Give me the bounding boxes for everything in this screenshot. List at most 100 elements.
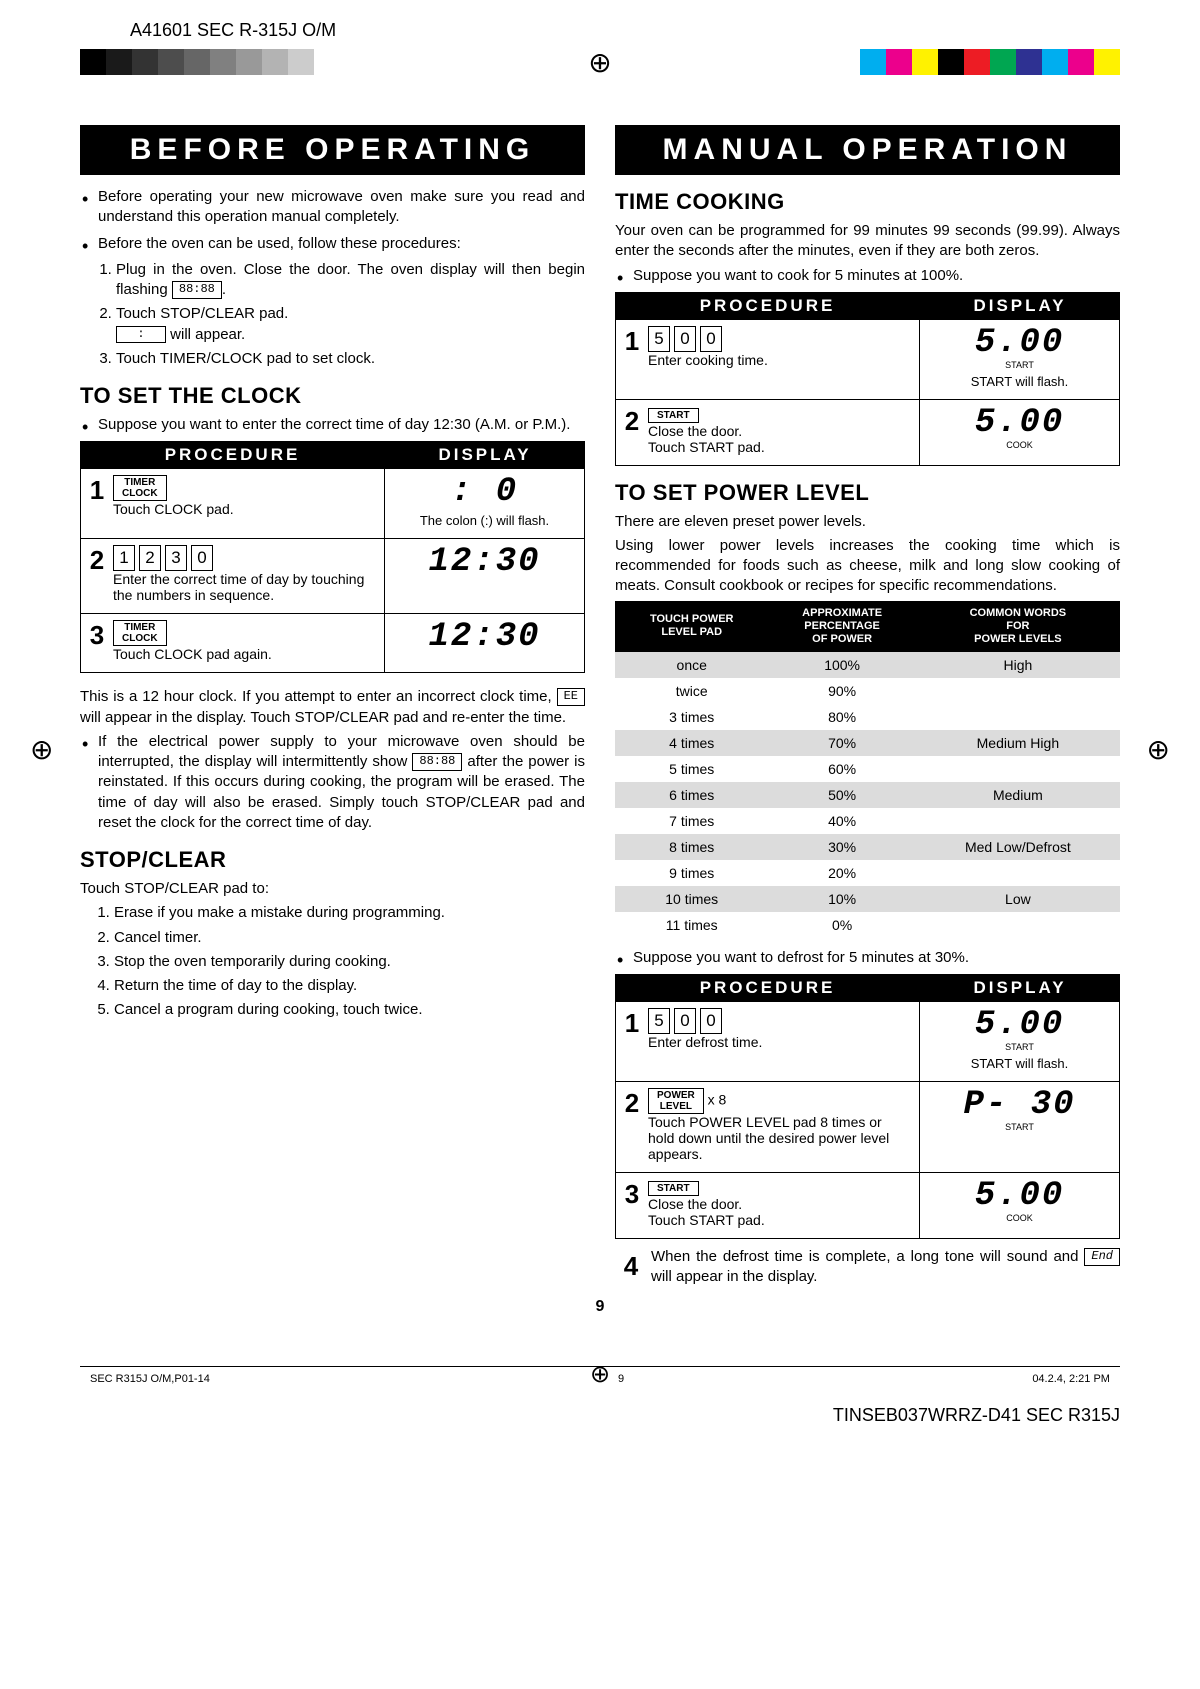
stop-item: Return the time of day to the display. (114, 976, 585, 996)
page-number: 9 (80, 1298, 1120, 1316)
color-swatch (262, 49, 288, 75)
step-text: Enter defrost time. (648, 1034, 762, 1050)
step-num: 3 (616, 1173, 648, 1238)
hdr-display: DISPLAY (920, 974, 1120, 1002)
step-action: POWERLEVEL x 8Touch POWER LEVEL pad 8 ti… (648, 1082, 919, 1172)
text: When the defrost time is complete, a lon… (651, 1248, 1079, 1265)
text: Before the oven can be used, follow thes… (98, 235, 461, 252)
power-row: 7 times40% (615, 808, 1120, 834)
power-cell (916, 912, 1120, 938)
hdr-display: DISPLAY (385, 441, 585, 469)
power-row: 8 times30%Med Low/Defrost (615, 834, 1120, 860)
power-header: COMMON WORDSFORPOWER LEVELS (916, 601, 1120, 653)
title-time-cooking: TIME COOKING (615, 189, 1120, 215)
footer-mid: 9 (618, 1373, 624, 1385)
banner-before-operating: BEFORE OPERATING (80, 125, 585, 175)
footer: SEC R315J O/M,P01-14 9 ⊕ 04.2.4, 2:21 PM… (80, 1366, 1120, 1426)
power-row: 11 times0% (615, 912, 1120, 938)
power-cell: 20% (768, 860, 915, 886)
power-row: 3 times80% (615, 704, 1120, 730)
digit: 0 (191, 545, 213, 571)
color-swatch (236, 49, 262, 75)
intro-bullet: Before operating your new microwave oven… (98, 187, 585, 228)
power-intro: There are eleven preset power levels. (615, 512, 1120, 532)
color-swatch (860, 49, 886, 75)
time-procedure-table: 1500Enter cooking time.5.00STARTSTART wi… (615, 320, 1120, 466)
power-cell: Medium (916, 782, 1120, 808)
power-cell: 3 times (615, 704, 768, 730)
color-swatch (1042, 49, 1068, 75)
intro-bullets: Before operating your new microwave oven… (80, 187, 585, 369)
title-power-level: TO SET POWER LEVEL (615, 480, 1120, 506)
color-swatch (1016, 49, 1042, 75)
step-display: P- 30START (919, 1082, 1119, 1172)
step-display: 12:30 (384, 614, 584, 672)
power-cell: Low (916, 886, 1120, 912)
power-cell: 4 times (615, 730, 768, 756)
color-swatch (938, 49, 964, 75)
intro-step: Touch TIMER/CLOCK pad to set clock. (116, 349, 585, 369)
defrost-suppose: Suppose you want to defrost for 5 minute… (633, 948, 1120, 968)
lcd-badge: START (928, 1122, 1111, 1132)
procedure-header: PROCEDURE DISPLAY (615, 974, 1120, 1002)
lcd-text: : 0 (393, 475, 576, 509)
color-swatch (1094, 49, 1120, 75)
step-display: 5.00COOK (919, 1173, 1119, 1238)
footer-right: 04.2.4, 2:21 PM (1032, 1373, 1110, 1385)
stop-item: Cancel a program during cooking, touch t… (114, 1000, 585, 1020)
power-row: once100%High (615, 652, 1120, 678)
step-text: Enter the correct time of day by touchin… (113, 571, 364, 603)
crosshair-left: ⊕ (30, 733, 53, 766)
step-display: 5.00COOK (919, 400, 1119, 465)
power-row: twice90% (615, 678, 1120, 704)
colorbar-right (860, 49, 1120, 75)
procedure-row: 3STARTClose the door.Touch START pad.5.0… (616, 1172, 1119, 1238)
power-cell: 6 times (615, 782, 768, 808)
color-swatch (132, 49, 158, 75)
power-row: 10 times10%Low (615, 886, 1120, 912)
color-swatch (184, 49, 210, 75)
right-column: MANUAL OPERATION TIME COOKING Your oven … (615, 125, 1120, 1288)
intro-step: Touch STOP/CLEAR pad.: will appear. (116, 304, 585, 345)
lcd-text: 5.00 (928, 1179, 1111, 1213)
step-num: 1 (616, 1002, 648, 1081)
display-box: End (1084, 1248, 1120, 1266)
display-box: 88:88 (412, 753, 462, 771)
step-action: 1230Enter the correct time of day by tou… (113, 539, 384, 613)
power-cell: 70% (768, 730, 915, 756)
color-swatch (964, 49, 990, 75)
power-cell (916, 678, 1120, 704)
step-text: Touch CLOCK pad. (113, 501, 234, 517)
power-cell: 60% (768, 756, 915, 782)
power-header: TOUCH POWERLEVEL PAD (615, 601, 768, 653)
digit-entry: 500 (648, 326, 722, 352)
display-note: The colon (:) will flash. (393, 513, 576, 528)
step-display: : 0 The colon (:) will flash. (384, 469, 584, 538)
procedure-row: 21230Enter the correct time of day by to… (81, 538, 584, 613)
lcd-badge: COOK (928, 440, 1111, 450)
color-swatch (80, 49, 106, 75)
lcd-badge: START (928, 360, 1111, 370)
step-text: Touch CLOCK pad again. (113, 646, 272, 662)
power-cell (916, 860, 1120, 886)
step-num: 1 (616, 320, 648, 399)
power-cell: Medium High (916, 730, 1120, 756)
step-action: TIMERCLOCKTouch CLOCK pad again. (113, 614, 384, 672)
digit: 5 (648, 1008, 670, 1034)
color-swatch (886, 49, 912, 75)
colorbar-left (80, 49, 340, 75)
lcd-text: 5.00 (928, 406, 1111, 440)
title-stop-clear: STOP/CLEAR (80, 847, 585, 873)
power-cell: 80% (768, 704, 915, 730)
intro-step: Plug in the oven. Close the door. The ov… (116, 260, 585, 301)
step-num: 3 (81, 614, 113, 672)
lcd-text: P- 30 (928, 1088, 1111, 1122)
color-swatch (210, 49, 236, 75)
header-code: A41601 SEC R-315J O/M (130, 20, 1120, 41)
title-set-clock: TO SET THE CLOCK (80, 383, 585, 409)
power-intro: Using lower power levels increases the c… (615, 536, 1120, 597)
color-swatch (314, 49, 340, 75)
power-cell (916, 704, 1120, 730)
procedure-row: 1500Enter cooking time.5.00STARTSTART wi… (616, 320, 1119, 399)
power-cell: 100% (768, 652, 915, 678)
